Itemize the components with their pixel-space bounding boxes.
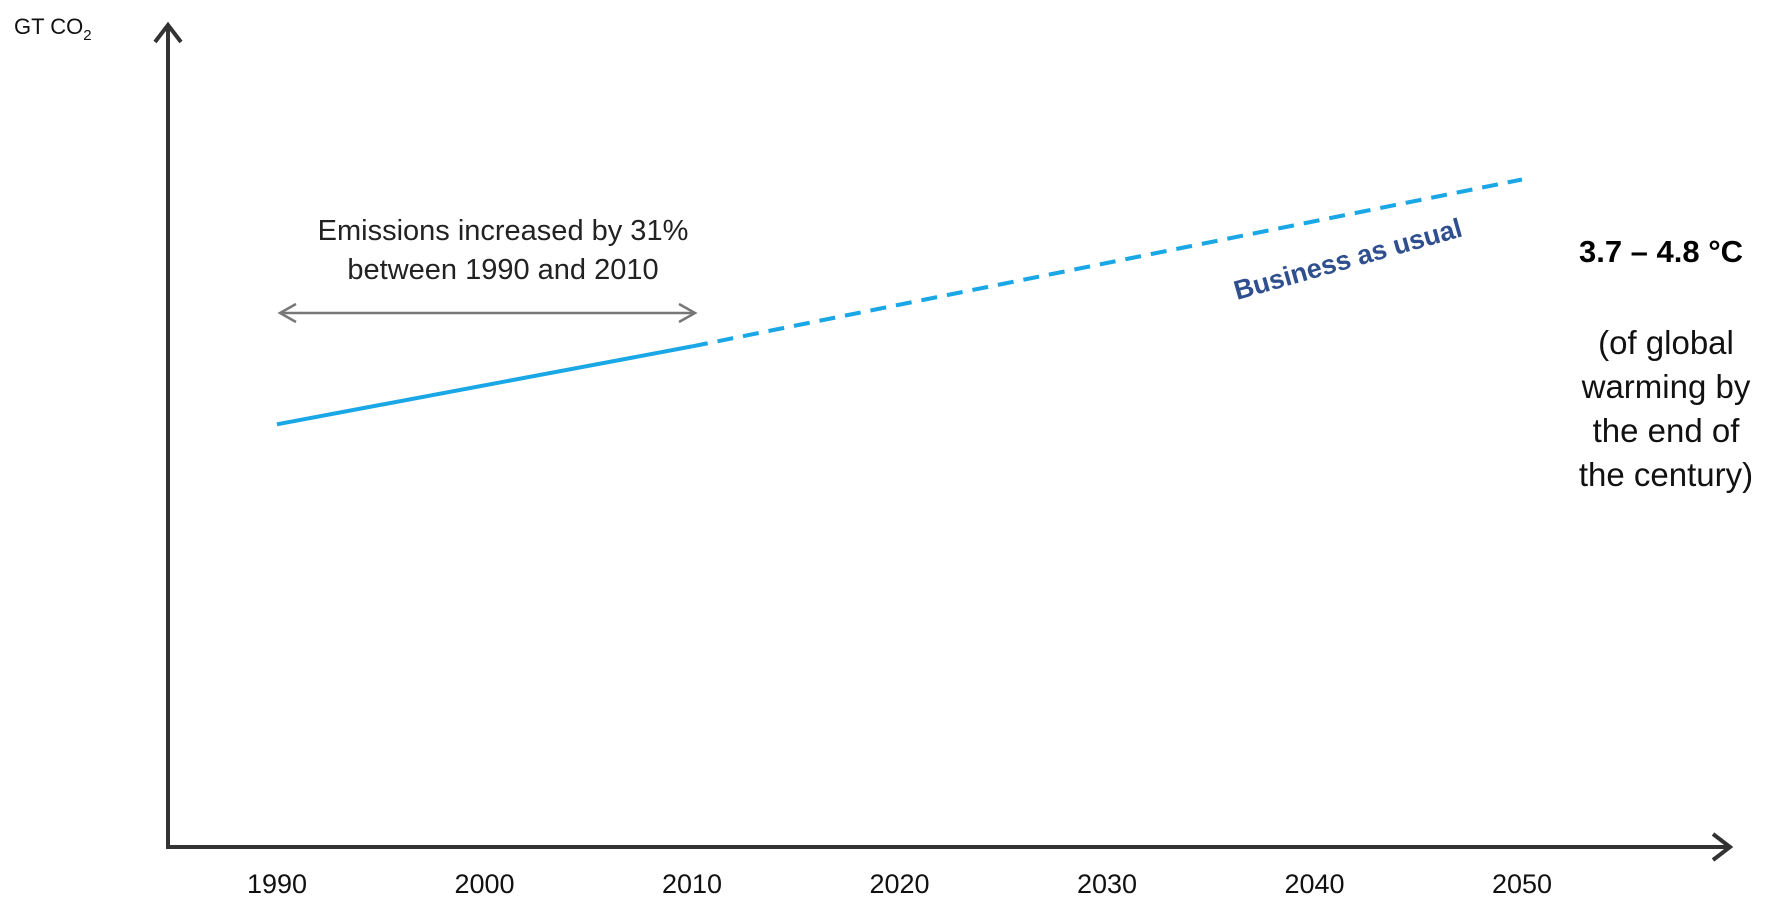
axes <box>153 21 1734 862</box>
x-tick-label-1990: 1990 <box>247 869 307 897</box>
range-annotation: Emissions increased by 31% between 1990 … <box>277 215 698 324</box>
x-tick-label-2030: 2030 <box>1077 869 1137 897</box>
x-tick-label-2040: 2040 <box>1284 869 1344 897</box>
range-annotation-line-2: between 1990 and 2010 <box>347 254 658 286</box>
range-arrow-right-head <box>678 302 698 324</box>
temperature-note-line-2: warming by <box>1581 368 1751 405</box>
temperature-note-line-3: the end of <box>1593 412 1741 449</box>
x-axis-arrowhead <box>1711 832 1734 862</box>
temperature-note-line-1: (of global <box>1598 324 1734 361</box>
x-tick-label-2020: 2020 <box>869 869 929 897</box>
y-axis-label-main: GT CO <box>14 14 83 39</box>
series-line-business-as-usual <box>691 177 1523 349</box>
range-arrow-left-head <box>277 302 297 324</box>
y-axis-label: GT CO2 <box>14 14 92 44</box>
series-label-business-as-usual: Business as usual <box>1230 213 1465 306</box>
series-line-historical <box>276 344 693 427</box>
x-tick-label-2010: 2010 <box>662 869 722 897</box>
range-annotation-line-1: Emissions increased by 31% <box>318 215 689 247</box>
temperature-note-line-4: the century) <box>1579 456 1753 493</box>
temperature-range: 3.7 – 4.8 °C <box>1579 234 1743 269</box>
y-axis-arrowhead <box>153 21 183 44</box>
x-tick-label-2050: 2050 <box>1492 869 1552 897</box>
x-tick-label-2000: 2000 <box>454 869 514 897</box>
y-axis-label-subscript: 2 <box>83 27 91 44</box>
x-tick-labels: 1990 2000 2010 2020 2030 2040 2050 <box>247 869 1552 897</box>
series <box>276 177 1523 427</box>
